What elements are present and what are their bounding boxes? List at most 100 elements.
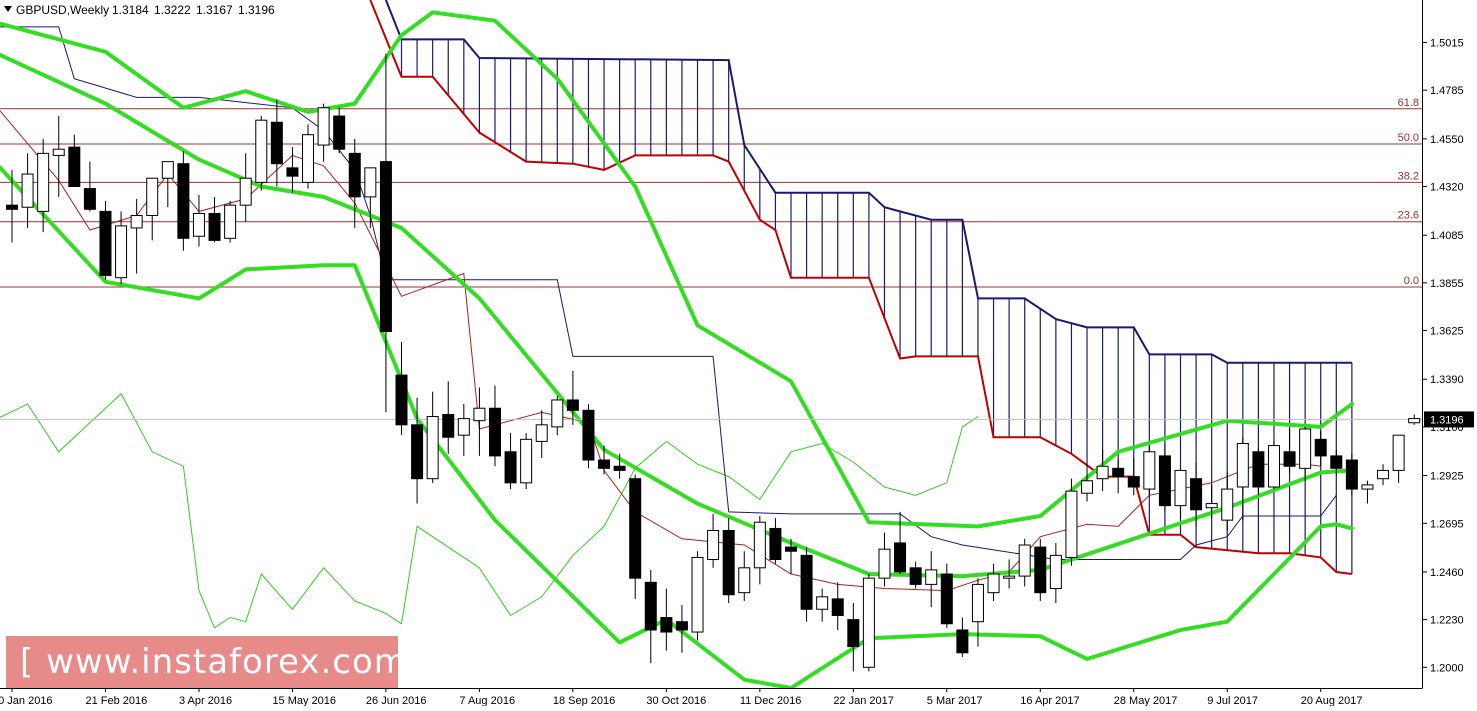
candle-body-bear	[598, 459, 611, 469]
candle	[1377, 464, 1390, 485]
candle	[816, 588, 829, 622]
price-tick-label: 1.5015	[1430, 37, 1464, 49]
candle	[1361, 480, 1374, 504]
candle	[1174, 468, 1187, 519]
candle-body-bull	[130, 215, 143, 229]
candle-body-bull	[317, 107, 330, 146]
bollinger-upper	[0, 10, 1354, 529]
candle-body-bear	[629, 478, 642, 579]
candle-body-bear	[208, 212, 221, 241]
time-tick-label: 18 Sep 2016	[553, 695, 615, 706]
candle	[566, 370, 579, 425]
candle	[691, 551, 704, 641]
candle-body-bull	[364, 167, 377, 198]
candle-body-bull	[224, 204, 237, 239]
candle	[270, 99, 283, 187]
symbol-label: GBPUSD,Weekly	[16, 3, 109, 17]
candle	[1081, 464, 1094, 502]
candle	[504, 433, 517, 490]
candle-body-bear	[800, 554, 813, 610]
price-tick-label: 1.3855	[1430, 278, 1464, 290]
candle-body-bear	[1314, 438, 1327, 457]
candle-body-bull	[146, 177, 159, 217]
fibonacci-levels: 61.8 50.0 38.2 23.6 0.0	[0, 97, 1422, 288]
candle-body-bear	[177, 163, 190, 239]
price-tick-label: 1.4550	[1430, 134, 1464, 146]
price-tick-label: 1.2000	[1430, 662, 1464, 674]
candle-body-bear	[1283, 451, 1296, 467]
candle	[83, 161, 96, 212]
collapse-triangle-icon[interactable]	[4, 6, 12, 12]
candle-body-bull	[707, 530, 720, 561]
candle	[1221, 472, 1234, 531]
candle	[675, 605, 688, 653]
candle	[6, 169, 18, 243]
candle-body-bull	[1408, 418, 1421, 424]
candle	[379, 53, 392, 413]
candle-body-bear	[348, 152, 361, 198]
candle	[1158, 443, 1171, 512]
candle-body-bear	[1190, 478, 1203, 511]
candle-body-bull	[551, 399, 564, 428]
candle	[738, 551, 751, 601]
candle	[956, 617, 969, 657]
candle-body-bear	[99, 210, 112, 277]
candle	[629, 474, 642, 599]
candle	[520, 433, 533, 490]
candle	[208, 196, 221, 243]
fib-level-label: 61.8	[1398, 97, 1419, 109]
price-tick-label: 1.2695	[1430, 518, 1464, 530]
candle	[286, 147, 299, 193]
candle-body-bear	[1345, 459, 1358, 490]
candle-body-bear	[68, 146, 81, 188]
candle	[457, 404, 470, 456]
candle	[753, 516, 766, 585]
candle	[987, 563, 1000, 601]
candle	[1392, 434, 1405, 483]
candle-body-bear	[675, 621, 688, 631]
candle-body-bull	[302, 134, 315, 183]
candle	[940, 563, 953, 628]
candle-body-bear	[6, 204, 18, 210]
candle-body-bear	[286, 167, 299, 177]
candle	[1408, 414, 1421, 425]
candle	[1065, 478, 1078, 566]
candle	[1112, 460, 1125, 494]
candle-body-bull	[1018, 544, 1031, 577]
candle-body-bear	[411, 424, 424, 480]
time-tick-label: 5 Mar 2017	[927, 695, 983, 706]
candle	[800, 547, 813, 622]
candle-body-bear	[831, 598, 844, 616]
candle	[411, 397, 424, 504]
candle-body-bear	[333, 115, 346, 150]
candle	[894, 511, 907, 575]
indicator-lines	[0, 10, 1422, 688]
candle-body-bull	[37, 152, 50, 212]
time-tick-label: 11 Dec 2016	[740, 695, 802, 706]
candle	[535, 410, 548, 458]
candle	[1034, 538, 1047, 601]
senkou-span-a	[369, 0, 1353, 575]
candle	[488, 385, 501, 467]
candle	[707, 513, 720, 568]
time-tick-label: 7 Aug 2016	[459, 695, 515, 706]
price-tick-label: 1.3390	[1430, 374, 1464, 386]
candle-body-bull	[1267, 445, 1280, 488]
candle-body-bear	[395, 374, 408, 426]
candle-body-bull	[161, 161, 174, 179]
candle	[68, 134, 81, 188]
price-tick-label: 1.2925	[1430, 471, 1464, 483]
candle-body-bear	[1252, 451, 1265, 488]
candle	[37, 138, 50, 233]
candle	[442, 381, 455, 454]
candle-body-bull	[192, 212, 205, 237]
candle-body-bear	[270, 121, 283, 165]
bollinger-middle	[0, 52, 1354, 579]
candle-body-bull	[1081, 480, 1094, 494]
candle	[473, 387, 486, 456]
tenkan-sen	[0, 110, 1321, 592]
candle	[1018, 538, 1031, 587]
price-tick-label: 1.2230	[1430, 615, 1464, 627]
